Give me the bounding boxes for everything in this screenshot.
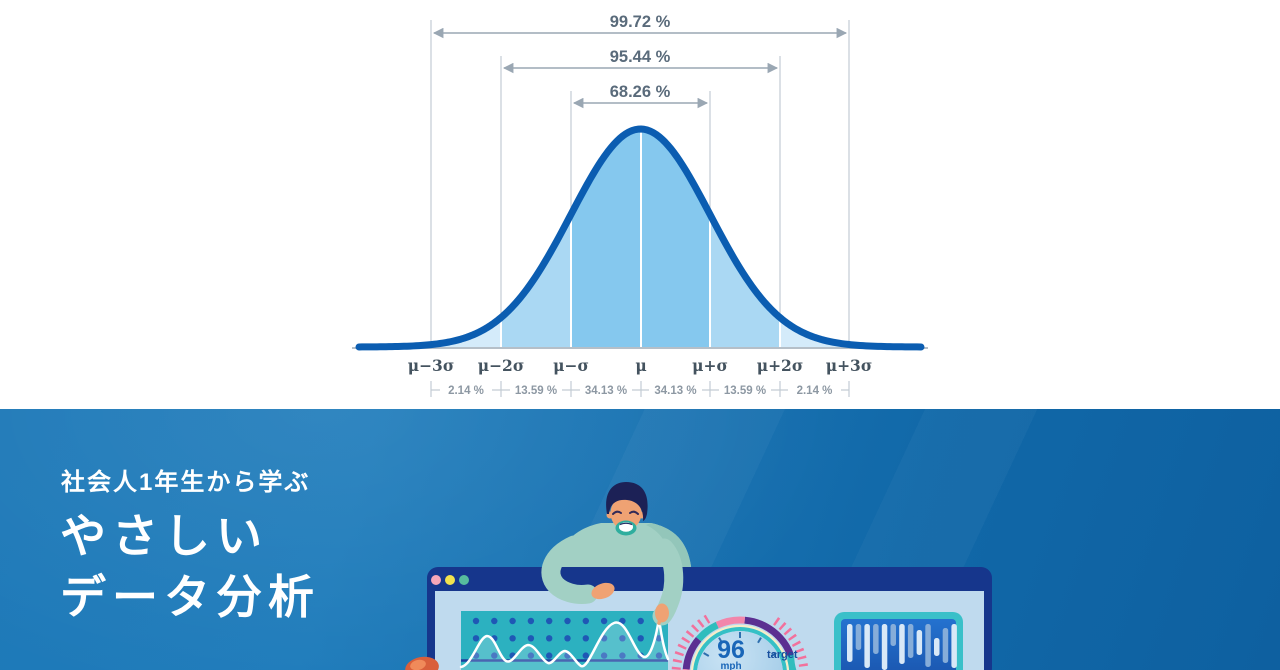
gauge-dial-face	[697, 631, 783, 670]
band-percentage-label: 13.59 %	[724, 385, 766, 397]
band-percentage-label: 2.14 %	[448, 385, 484, 397]
sigma-label: μ+σ	[692, 356, 728, 375]
sigma-label: μ+2σ	[757, 356, 804, 375]
character-torso	[556, 523, 692, 578]
character-hair	[606, 482, 648, 521]
coverage-label-3sigma: 99.72 %	[610, 13, 671, 31]
banner-title: やさしい データ分析	[60, 506, 320, 628]
banner-title-line-2: データ分析	[60, 571, 320, 623]
gauge-cream-ring	[690, 624, 790, 670]
normal-distribution-figure: 99.72 % 95.44 % 68.26 %	[352, 13, 928, 397]
band-percentage-label: 13.59 %	[515, 385, 557, 397]
distribution-chart: 99.72 % 95.44 % 68.26 %	[352, 13, 928, 397]
wave-line	[459, 617, 670, 669]
browser-window: 96 mph target	[427, 567, 992, 670]
gauge-sunburst-ticks	[671, 614, 809, 670]
character-arms	[541, 535, 684, 626]
bell-curve	[355, 125, 925, 351]
bar-chart-bars	[847, 624, 957, 670]
gauge-target-label: target	[767, 649, 798, 661]
gauge-value: 96	[717, 636, 745, 664]
sigma-axis-labels: μ−3σ μ−2σ μ−σ μ μ+σ μ+2σ μ+3σ	[408, 356, 873, 375]
bar-chart-panel	[834, 612, 963, 670]
sigma-label: μ+3σ	[826, 356, 873, 375]
traffic-light-dot-pink	[431, 575, 441, 585]
character-head	[606, 482, 648, 536]
window-traffic-lights-icon	[431, 575, 469, 585]
character-face	[610, 496, 642, 530]
traffic-light-dot-yellow	[445, 575, 455, 585]
gauge-unit: mph	[720, 661, 741, 670]
gauge-dial-ticks	[703, 632, 777, 657]
traffic-light-dot-green	[459, 575, 469, 585]
character-pointing-finger	[657, 617, 662, 625]
character-hand-right	[655, 603, 669, 623]
character-eye-left	[612, 510, 622, 515]
band-percentage-label: 2.14 %	[797, 385, 833, 397]
character-eye-right	[629, 510, 639, 515]
coverage-label-1sigma: 68.26 %	[610, 83, 671, 101]
character-smile	[619, 522, 633, 532]
band-percentage-row: 2.14 % 13.59 % 34.13 % 34.13 % 13.59 % 2…	[430, 381, 850, 397]
sigma-label: μ−σ	[553, 356, 589, 375]
gauge-widget: 96 mph target	[671, 614, 809, 670]
coverage-brackets: 99.72 % 95.44 % 68.26 %	[432, 13, 848, 109]
sigma-label: μ	[635, 356, 646, 375]
band-percentage-label: 34.13 %	[654, 385, 696, 397]
gauge-teal-ring	[693, 627, 787, 670]
character-hand-left	[591, 582, 615, 600]
sigma-bands	[431, 129, 849, 347]
wave-fill	[461, 618, 668, 670]
orange-object	[405, 656, 439, 670]
wave-chart-panel	[459, 611, 670, 670]
band-percentage-label: 34.13 %	[585, 385, 627, 397]
sigma-label: μ−3σ	[408, 356, 455, 375]
gauge-ring-segments	[682, 616, 797, 670]
dashboard-illustration: 96 mph target	[405, 482, 992, 670]
banner-kicker: 社会人1年生から学ぶ	[61, 469, 311, 496]
sigma-label: μ−2σ	[478, 356, 525, 375]
character-lip-line	[619, 522, 633, 526]
character-arm-left	[541, 535, 598, 604]
coverage-label-2sigma: 95.44 %	[610, 48, 671, 66]
banner-title-line-1: やさしい	[60, 510, 268, 562]
